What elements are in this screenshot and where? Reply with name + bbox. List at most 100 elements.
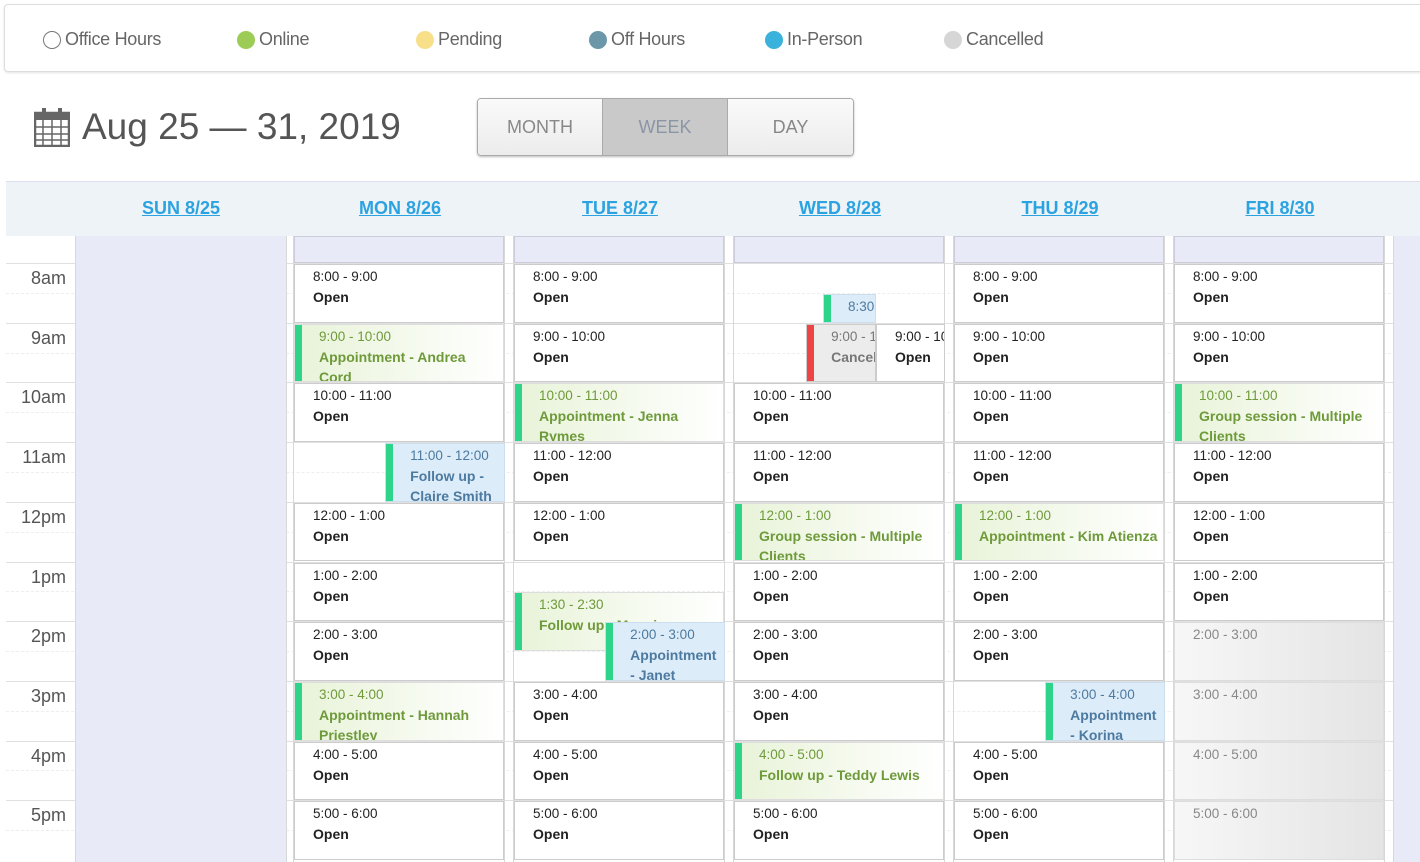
event-title: Follow up - Teddy Lewis	[759, 766, 920, 783]
status-bar-icon	[515, 384, 522, 442]
inperson-event[interactable]: 2:00 - 3:00 Appointment - Janet	[605, 622, 725, 681]
day-column	[733, 236, 945, 862]
online-event[interactable]: 12:00 - 1:00 Appointment - Kim Atienza	[954, 502, 1164, 562]
off-event[interactable]: 5:00 - 6:00	[1174, 801, 1384, 860]
open-slot[interactable]: 12:00 - 1:00 Open	[514, 502, 724, 562]
event-time: 3:00 - 4:00	[319, 686, 384, 702]
open-slot[interactable]: 1:00 - 2:00 Open	[294, 562, 504, 622]
open-slot[interactable]: 10:00 - 11:00 Open	[734, 383, 944, 443]
legend-office-hours: Office Hours	[43, 29, 161, 50]
open-slot[interactable]: 8:00 - 9:00 Open	[954, 264, 1164, 323]
legend-label: In-Person	[787, 29, 863, 49]
open-slot[interactable]: 4:00 - 5:00 Open	[954, 741, 1164, 801]
hour-line	[6, 561, 1420, 563]
open-slot[interactable]: 9:00 - 10:00 Open	[954, 323, 1164, 383]
open-slot[interactable]: 10:00 - 11:00 Open	[954, 383, 1164, 443]
online-event[interactable]: 4:00 - 5:00 Follow up - Teddy Lewis	[734, 741, 944, 801]
off-event[interactable]: 3:00 - 4:00	[1174, 681, 1384, 741]
open-slot[interactable]: 2:00 - 3:00 Open	[294, 622, 504, 681]
event-title: Open	[533, 348, 569, 365]
off-event[interactable]: 4:00 - 5:00	[1174, 741, 1384, 801]
event-title: Open	[895, 348, 931, 365]
office-hours-dot-icon	[43, 30, 61, 49]
event-time: 2:00 - 3:00	[1193, 627, 1258, 643]
open-slot[interactable]: 1:00 - 2:00 Open	[1174, 562, 1384, 622]
open-slot[interactable]: 11:00 - 12:00 Open	[954, 443, 1164, 502]
status-bar-icon	[606, 623, 614, 680]
open-slot[interactable]: 8:00 - 9:00 Open	[514, 264, 724, 323]
open-slot[interactable]: 11:00 - 12:00 Open	[514, 443, 724, 502]
open-slot[interactable]: 12:00 - 1:00 Open	[294, 502, 504, 562]
all-day-slot[interactable]	[954, 236, 1164, 263]
legend-label: Cancelled	[966, 29, 1044, 49]
event-time: 2:00 - 3:00	[753, 627, 818, 643]
online-event[interactable]: 12:00 - 1:00 Group session - Multiple Cli…	[734, 502, 944, 562]
event-time: 4:00 - 5:00	[533, 746, 598, 762]
day-header-thu[interactable]: THU 8/29	[1021, 198, 1099, 218]
open-slot[interactable]: 9:00 - 10:00 Open	[1174, 323, 1384, 383]
open-slot[interactable]: 1:00 - 2:00 Open	[954, 562, 1164, 622]
open-slot[interactable]: 5:00 - 6:00 Open	[294, 801, 504, 860]
day-header-fri[interactable]: FRI 8/30	[1245, 198, 1315, 218]
online-event[interactable]: 3:00 - 4:00 Appointment - Hannah Priestle…	[294, 681, 504, 741]
event-title: Open	[973, 647, 1009, 664]
event-time: 12:00 - 1:00	[313, 507, 386, 523]
open-slot[interactable]: 5:00 - 6:00 Open	[514, 801, 724, 860]
online-event[interactable]: 9:00 - 10:00 Appointment - Andrea Cord	[294, 323, 504, 383]
event-time: 5:00 - 6:00	[973, 806, 1038, 822]
all-day-slot[interactable]	[1174, 236, 1384, 263]
open-slot[interactable]: 9:00 - 10:00 Open	[876, 323, 946, 383]
event-time: 10:00 - 11:00	[1199, 388, 1278, 404]
day-header-mon[interactable]: MON 8/26	[358, 198, 442, 218]
event-title: Open	[973, 289, 1009, 305]
event-time: 9:00 - 10:00	[533, 328, 606, 344]
week-view-button[interactable]: WEEK	[603, 99, 728, 155]
day-header-wed[interactable]: WED 8/28	[798, 198, 882, 218]
day-view-button[interactable]: DAY	[728, 99, 853, 155]
event-time: 2:00 - 3:00	[630, 627, 695, 643]
day-column	[293, 236, 505, 862]
online-event[interactable]: 10:00 - 11:00 Appointment - Jenna Rymes	[514, 383, 724, 443]
all-day-slot[interactable]	[514, 236, 724, 263]
open-slot[interactable]: 3:00 - 4:00 Open	[514, 681, 724, 741]
view-switcher: MONTH WEEK DAY	[477, 98, 854, 156]
inperson-event[interactable]: 3:00 - 4:00 Appointment - Korina	[1045, 681, 1165, 741]
status-bar-icon	[295, 324, 302, 382]
event-time: 10:00 - 11:00	[753, 388, 832, 404]
all-day-slot[interactable]	[734, 236, 944, 263]
inperson-event[interactable]: 8:30 - 9:00	[823, 293, 877, 323]
event-time: 11:00 - 12:00	[973, 448, 1052, 464]
open-slot[interactable]: 11:00 - 12:00 Open	[1174, 443, 1384, 502]
open-slot[interactable]: 4:00 - 5:00 Open	[514, 741, 724, 801]
open-slot[interactable]: 8:00 - 9:00 Open	[1174, 264, 1384, 323]
open-slot[interactable]: 1:00 - 2:00 Open	[734, 562, 944, 622]
open-slot[interactable]: 5:00 - 6:00 Open	[954, 801, 1164, 860]
open-slot[interactable]: 2:00 - 3:00 Open	[734, 622, 944, 681]
all-day-slot[interactable]	[294, 236, 504, 263]
online-event[interactable]: 10:00 - 11:00 Group session - Multiple Cl…	[1174, 383, 1384, 443]
time-label: 11am	[22, 447, 66, 468]
date-range-title: Aug 25 — 31, 2019	[82, 106, 401, 147]
open-slot[interactable]: 2:00 - 3:00 Open	[954, 622, 1164, 681]
inperson-event[interactable]: 11:00 - 12:00 Follow up - Claire Smith	[385, 443, 505, 502]
legend-bar: Office Hours Online Pending Off Hours In…	[4, 4, 1420, 72]
off-event[interactable]: 2:00 - 3:00	[1174, 622, 1384, 681]
month-view-button[interactable]: MONTH	[478, 99, 603, 155]
open-slot[interactable]: 9:00 - 10:00 Open	[514, 323, 724, 383]
online-dot-icon	[237, 30, 255, 49]
open-slot[interactable]: 8:00 - 9:00 Open	[294, 264, 504, 323]
open-slot[interactable]: 5:00 - 6:00 Open	[734, 801, 944, 860]
event-time: 11:00 - 12:00	[410, 448, 489, 464]
cancelled-event[interactable]: 9:00 - 10:00 Cancelled	[806, 323, 877, 383]
event-title: Open	[1193, 527, 1229, 544]
event-time: 1:00 - 2:00	[313, 567, 378, 583]
open-slot[interactable]: 3:00 - 4:00 Open	[734, 681, 944, 741]
open-slot[interactable]: 12:00 - 1:00 Open	[1174, 502, 1384, 562]
event-time: 5:00 - 6:00	[313, 806, 378, 822]
open-slot[interactable]: 10:00 - 11:00 Open	[294, 383, 504, 443]
day-header-sun[interactable]: SUN 8/25	[141, 198, 221, 218]
day-header-tue[interactable]: TUE 8/27	[581, 198, 659, 218]
open-slot[interactable]: 11:00 - 12:00 Open	[734, 443, 944, 502]
open-slot[interactable]: 4:00 - 5:00 Open	[294, 741, 504, 801]
event-title: Open	[533, 468, 569, 485]
